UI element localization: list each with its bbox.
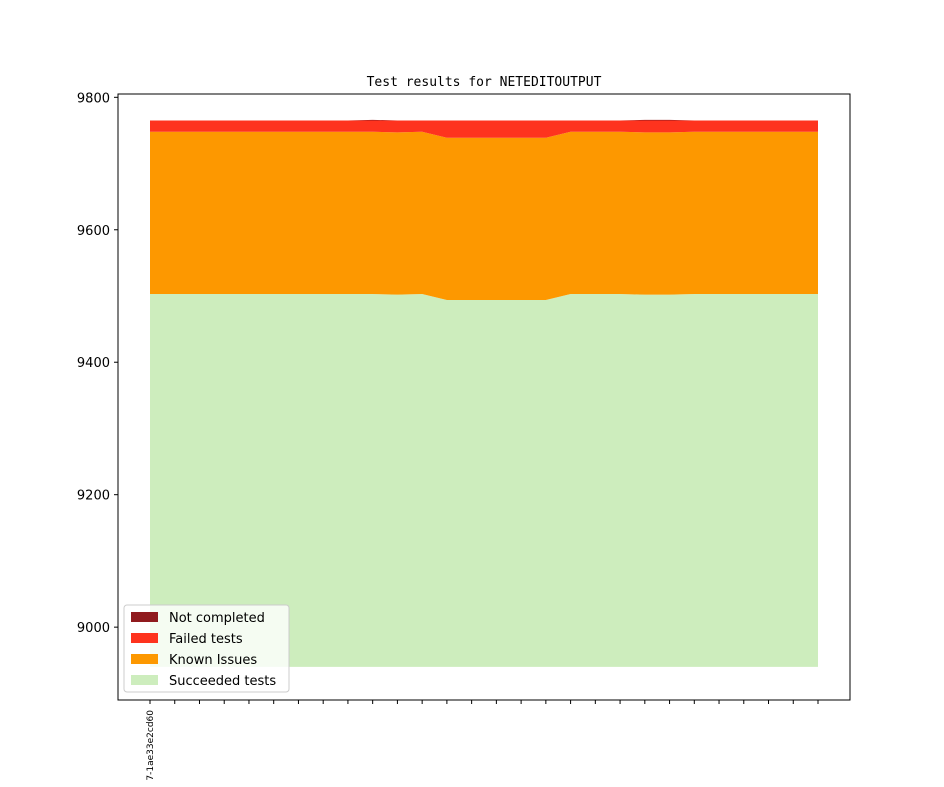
legend-label-known-issues: Known Issues bbox=[169, 653, 257, 668]
legend-box bbox=[123, 604, 290, 693]
legend-swatch-not-completed bbox=[131, 612, 158, 622]
y-axis: 9000 9200 9400 9600 9800 bbox=[77, 91, 118, 636]
legend-swatch-failed-tests bbox=[131, 633, 158, 643]
plot-frame bbox=[117, 93, 851, 701]
y-tick-label: 9600 bbox=[77, 224, 110, 239]
plot-areas bbox=[150, 119, 818, 667]
legend-label-failed-tests: Failed tests bbox=[169, 632, 243, 647]
area-known-issues bbox=[150, 131, 818, 300]
x-tick-label: 7-1ae33e2cd60 bbox=[146, 710, 156, 781]
y-tick-label: 9800 bbox=[77, 91, 110, 106]
legend-swatch-known-issues bbox=[131, 654, 158, 664]
area-not-completed bbox=[150, 119, 818, 121]
legend: Not completed Failed tests Known Issues Suc… bbox=[123, 604, 290, 693]
legend-swatch-succeeded-tests bbox=[131, 675, 158, 685]
y-tick-label: 9000 bbox=[77, 621, 110, 636]
y-tick-label: 9200 bbox=[77, 489, 110, 504]
legend-label-not-completed: Not completed bbox=[169, 611, 265, 626]
chart-title: Test results for NETEDITOUTPUT bbox=[367, 75, 602, 90]
area-succeeded-tests bbox=[150, 294, 818, 667]
legend-label-succeeded-tests: Succeeded tests bbox=[169, 674, 276, 689]
x-axis: 7-1ae33e2cd60 bbox=[146, 700, 819, 781]
area-failed-tests bbox=[150, 120, 818, 138]
y-tick-label: 9400 bbox=[77, 356, 110, 371]
